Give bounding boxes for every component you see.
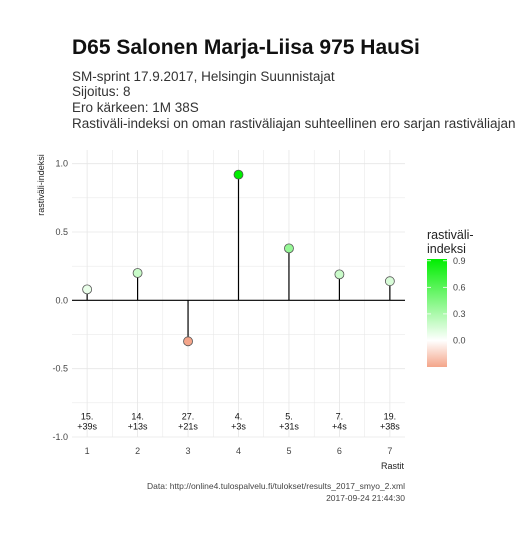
y-tick-label-2: 0.0 [55,295,68,305]
annotation-rank-5: 5. [285,411,293,421]
data-point-7 [384,276,395,287]
subtitle-line-4: Rastiväli-indeksi on oman rastiväliajan … [72,116,517,131]
data-point-4 [233,169,244,180]
x-tick-label-1: 1 [85,446,90,456]
y-tick-label-0: -1.0 [52,432,68,442]
data-point-2 [132,268,143,278]
legend-title-line-2: indeksi [427,242,466,256]
plot-area: 15.+39s 14.+13s 27.+21s 4.+3s 5.+31s 7.+4s 19.… [72,150,405,438]
data-point-6 [334,269,345,280]
data-point-3 [183,336,193,347]
x-tick-label-2: 2 [135,446,140,456]
subtitle-line-1: SM-sprint 17.9.2017, Helsingin Suunnista… [72,69,335,84]
caption-source: Data: http://online4.tulospalvelu.fi/tul… [147,481,405,491]
annotation-rank-4: 4. [235,411,243,421]
legend-tick-label-2: 0.3 [453,309,466,319]
y-tick-label-1: -0.5 [52,364,68,374]
annotation-diff-2: +13s [128,421,148,431]
caption-timestamp: 2017-09-24 21:44:30 [326,493,405,503]
annotation-diff-6: +4s [332,421,347,431]
y-axis-label: rastiväli-indeksi [36,154,46,216]
y-tick-label-4: 1.0 [55,159,68,169]
annotation-rank-7: 19. [384,411,397,421]
annotation-diff-7: +38s [380,421,400,431]
data-point-5 [284,243,294,254]
x-axis-ticks: 1 2 3 4 5 6 7 [85,446,393,456]
annotation-rank-1: 15. [81,411,94,421]
legend-tick-label-1: 0.6 [453,282,466,292]
legend-tick-label-0: 0.9 [453,256,466,266]
data-point-1 [82,284,93,295]
x-tick-label-5: 5 [286,446,291,456]
points [82,169,395,347]
subtitle-line-2: Sijoitus: 8 [72,84,131,99]
annotations: 15.+39s 14.+13s 27.+21s 4.+3s 5.+31s 7.+4s 19.… [77,411,400,431]
y-tick-label-3: 0.5 [55,227,68,237]
annotation-diff-3: +21s [178,421,198,431]
x-axis-label: Rastit [381,461,405,471]
legend-title-line-1: rastiväli- [427,228,474,242]
x-tick-label-6: 6 [337,446,342,456]
legend-ticks: 0.9 0.6 0.3 0.0 [427,256,466,345]
annotation-rank-3: 27. [182,411,195,421]
x-tick-label-4: 4 [236,446,241,456]
x-tick-label-3: 3 [186,446,191,456]
legend-tick-label-3: 0.0 [453,335,466,345]
subtitle-line-3: Ero kärkeen: 1M 38S [72,100,199,115]
color-legend: rastiväli- indeksi 0.9 0.6 0.3 0.0 [427,228,474,367]
chart-title: D65 Salonen Marja-Liisa 975 HauSi [72,36,420,59]
legend-colorbar [427,259,447,367]
x-tick-label-7: 7 [387,446,392,456]
annotation-diff-4: +3s [231,421,246,431]
y-axis-ticks: -1.0 -0.5 0.0 0.5 1.0 [52,159,68,442]
annotation-diff-5: +31s [279,421,299,431]
annotation-rank-2: 14. [131,411,144,421]
annotation-rank-6: 7. [336,411,344,421]
annotation-diff-1: +39s [77,421,97,431]
